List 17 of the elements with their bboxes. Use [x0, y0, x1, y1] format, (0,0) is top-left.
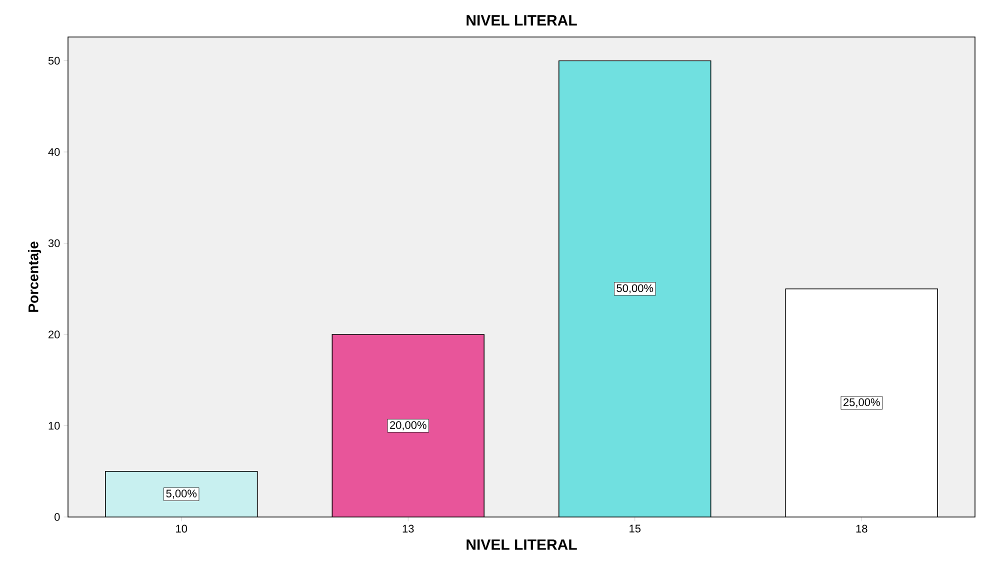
x-tick-label: 13	[402, 524, 414, 533]
y-tick-label: 0	[54, 513, 60, 521]
chart-title: NIVEL LITERAL	[466, 15, 577, 26]
x-tick-label: 18	[856, 524, 868, 533]
y-axis-title: Porcentaje	[28, 242, 42, 312]
y-tick-label: 10	[48, 422, 60, 430]
x-tick-label: 10	[176, 524, 188, 533]
y-tick-label: 40	[48, 148, 60, 156]
data-label: 20,00%	[390, 421, 426, 430]
data-label: 5,00%	[166, 490, 197, 499]
y-tick-label: 20	[48, 330, 60, 338]
x-axis-title: NIVEL LITERAL	[466, 539, 577, 550]
data-label: 25,00%	[844, 398, 880, 408]
x-tick-label: 15	[630, 524, 641, 532]
y-tick-label: 50	[48, 56, 60, 65]
data-label: 50,00%	[616, 284, 654, 294]
y-tick-label: 30	[48, 239, 60, 248]
